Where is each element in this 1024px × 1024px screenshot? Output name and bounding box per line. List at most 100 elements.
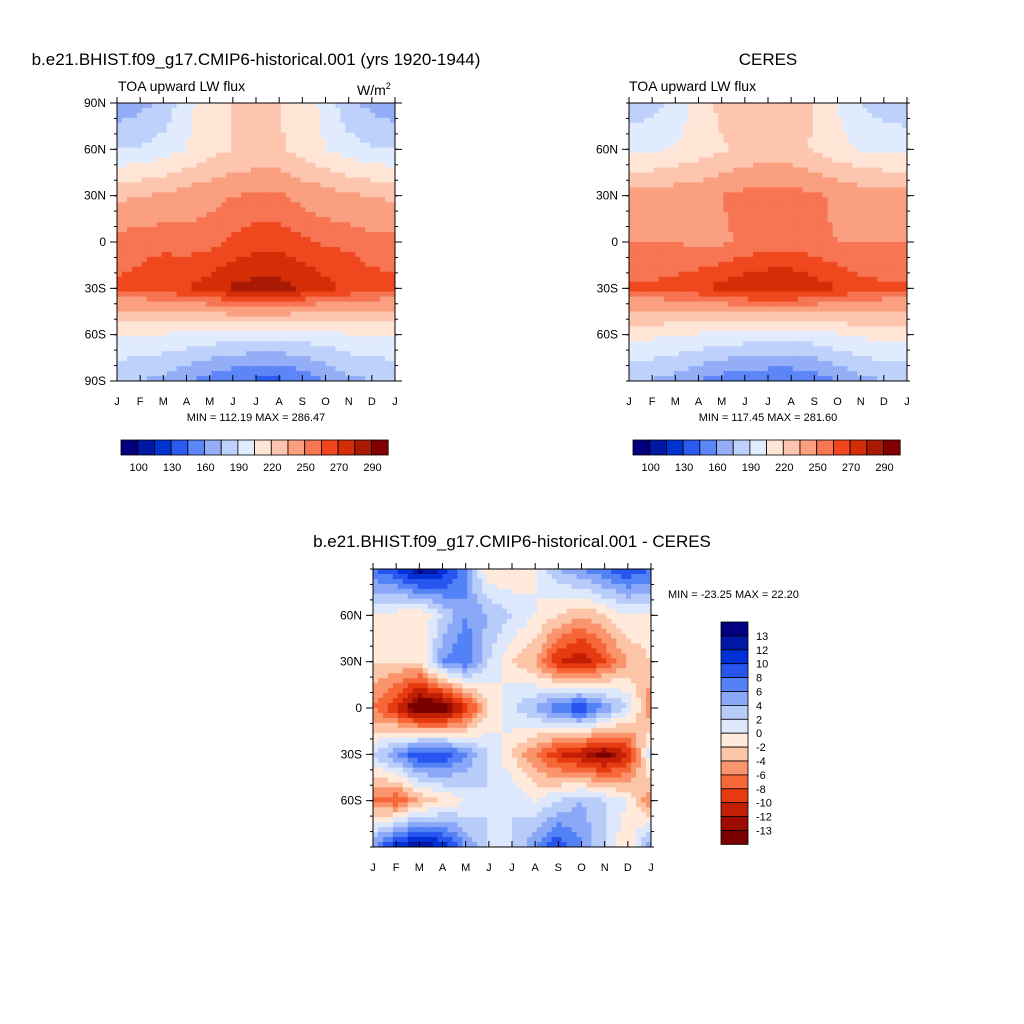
- panel-model-cell: [265, 242, 272, 248]
- panel-obs-cell: [648, 142, 655, 149]
- panel-model-cell: [156, 103, 163, 109]
- panel-obs-cell: [827, 232, 834, 238]
- panel-obs-cell: [683, 147, 690, 154]
- panel-model-cell: [191, 316, 198, 323]
- panel-obs-cell: [802, 167, 809, 174]
- panel-obs-cell: [763, 167, 769, 174]
- panel-obs-cell: [772, 192, 779, 198]
- panel-model-cell: [141, 296, 148, 303]
- panel-model-cell: [161, 281, 168, 288]
- panel-model-cell: [156, 261, 163, 268]
- panel-model-cell: [300, 207, 307, 213]
- panel-model-cell: [201, 227, 207, 233]
- panel-obs-cell: [857, 217, 863, 223]
- panel-obs-cell: [743, 242, 749, 248]
- panel-obs-cell: [837, 237, 844, 243]
- panel-obs-cell: [633, 137, 640, 144]
- panel-obs-cell: [768, 157, 774, 164]
- panel-model-cell: [320, 246, 327, 253]
- panel-obs-cell: [653, 202, 660, 208]
- panel-model-cell: [121, 261, 128, 268]
- panel-model-cell: [310, 197, 317, 203]
- panel-model-cell: [380, 187, 386, 193]
- panel-model-cell: [275, 132, 282, 139]
- panel-obs-cell: [658, 157, 665, 164]
- panel-obs-cell: [638, 157, 645, 164]
- panel-model-cell: [345, 117, 351, 124]
- panel-obs-cell: [668, 142, 675, 149]
- panel-model-cell: [226, 281, 232, 288]
- panel-obs-cell: [643, 217, 650, 223]
- panel-obs-cell: [693, 127, 700, 134]
- panel-model-cell: [380, 366, 386, 372]
- panel-obs-cell: [718, 103, 724, 109]
- panel-model-cell: [290, 266, 297, 273]
- panel-model-cell: [251, 127, 257, 134]
- panel-model-cell: [270, 246, 277, 253]
- panel-model-cell: [201, 177, 207, 184]
- panel-obs-cell: [753, 177, 759, 184]
- panel-model-cell: [161, 227, 168, 233]
- panel-model-cell: [345, 311, 351, 318]
- panel-model-cell: [360, 222, 366, 228]
- panel-model-cell: [325, 147, 332, 154]
- panel-model-cell: [380, 192, 386, 198]
- panel-obs-cell: [629, 147, 635, 154]
- panel-model-cell: [300, 147, 307, 154]
- panel-model-cell: [171, 172, 178, 179]
- panel-obs-cell: [847, 103, 853, 109]
- panel-model-cell: [305, 207, 312, 213]
- panel-obs-cell: [902, 182, 907, 188]
- panel-model-cell: [340, 346, 346, 352]
- panel-model-cell: [300, 291, 307, 298]
- panel-model-cell: [365, 167, 371, 174]
- panel-model-cell: [221, 202, 227, 208]
- panel-obs-cell: [683, 182, 690, 188]
- panel-obs-cell: [787, 167, 794, 174]
- panel-model-cell: [330, 182, 337, 188]
- panel-obs-cell: [857, 177, 863, 184]
- panel-model-cell: [206, 112, 212, 119]
- panel-model-cell: [131, 103, 138, 109]
- panel-model-cell: [360, 197, 366, 203]
- panel-obs-cell: [658, 222, 665, 228]
- panel-model-cell: [156, 202, 163, 208]
- panel-model-cell: [265, 167, 272, 174]
- panel-model-cell: [335, 167, 341, 174]
- panel-model-cell: [236, 276, 242, 283]
- panel-obs-cell: [743, 182, 749, 188]
- panel-obs-cell: [842, 197, 849, 203]
- panel-model-cell: [226, 291, 232, 298]
- panel-obs-cell: [822, 232, 829, 238]
- panel-model-cell: [340, 316, 346, 323]
- panel-model-cell: [176, 137, 183, 144]
- panel-model-cell: [345, 212, 351, 218]
- panel-obs-cell: [777, 167, 784, 174]
- panel-model-cell: [390, 366, 395, 372]
- panel-obs-cell: [653, 217, 660, 223]
- panel-obs-cell: [758, 251, 764, 258]
- panel-model-cell: [136, 246, 143, 253]
- panel-model-cell: [305, 222, 312, 228]
- panel-model-cell: [251, 311, 257, 318]
- panel-model-cell: [270, 227, 277, 233]
- panel-model-cell: [256, 117, 262, 124]
- panel-model-cell: [221, 291, 227, 298]
- panel-obs-cell: [892, 222, 898, 228]
- panel-model-cell: [241, 237, 247, 243]
- panel-obs-cell: [787, 132, 794, 139]
- panel-model-cell: [191, 301, 198, 308]
- panel-model-cell: [275, 137, 282, 144]
- panel-obs-cell: [832, 152, 839, 159]
- panel-model-cell: [246, 137, 252, 144]
- panel-obs-cell: [822, 187, 829, 193]
- panel-model-colorbar-swatch: [120, 439, 139, 456]
- panel-obs-cell: [802, 251, 809, 258]
- panel-model-cell: [256, 227, 262, 233]
- panel-model-cell: [117, 266, 123, 273]
- panel-model-cell: [216, 271, 222, 278]
- panel-model-cell: [260, 246, 267, 253]
- panel-model-cell: [131, 351, 138, 357]
- panel-model-cell: [246, 157, 252, 164]
- panel-model-cell: [206, 266, 212, 273]
